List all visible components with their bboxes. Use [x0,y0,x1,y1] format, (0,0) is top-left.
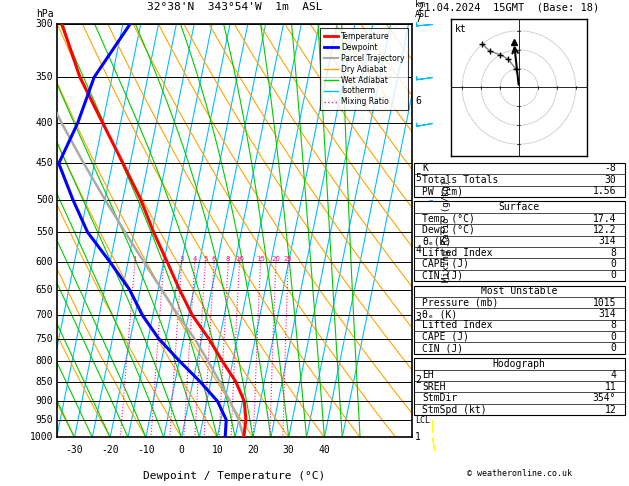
Bar [414,202,625,281]
Text: 0: 0 [610,343,616,353]
Text: 450: 450 [36,158,53,169]
Text: Pressure (mb): Pressure (mb) [422,297,499,308]
Text: CAPE (J): CAPE (J) [422,332,469,342]
Text: 8: 8 [610,248,616,258]
Text: 1: 1 [415,433,421,442]
Text: © weatheronline.co.uk: © weatheronline.co.uk [467,469,572,478]
Text: 17.4: 17.4 [593,213,616,224]
Bar [414,163,625,197]
Text: 650: 650 [36,285,53,295]
Text: Temp (°C): Temp (°C) [422,213,475,224]
Text: 1000: 1000 [30,433,53,442]
Text: 30: 30 [604,175,616,185]
Text: 5: 5 [415,174,421,183]
Text: 900: 900 [36,396,53,406]
Text: 0: 0 [610,270,616,280]
Text: 500: 500 [36,194,53,205]
Text: 3: 3 [415,312,421,323]
Text: θₑ (K): θₑ (K) [422,309,457,319]
Text: 1: 1 [133,256,137,262]
Text: 21.04.2024  15GMT  (Base: 18): 21.04.2024 15GMT (Base: 18) [418,2,599,12]
Text: 5: 5 [203,256,208,262]
Bar [414,358,625,415]
Text: 7: 7 [415,14,421,23]
Text: 550: 550 [36,227,53,237]
Text: StmDir: StmDir [422,393,457,403]
Text: Surface: Surface [499,202,540,212]
Text: Totals Totals: Totals Totals [422,175,499,185]
Text: Dewpoint / Temperature (°C): Dewpoint / Temperature (°C) [143,471,325,481]
Text: EH: EH [422,370,434,381]
Text: K: K [422,163,428,174]
Text: 12: 12 [604,404,616,415]
Text: 10: 10 [235,256,244,262]
Text: 3: 3 [179,256,184,262]
Text: 8: 8 [226,256,230,262]
Text: PW (cm): PW (cm) [422,186,464,196]
Text: LCL: LCL [415,416,430,425]
Text: 6: 6 [415,96,421,106]
Text: 300: 300 [36,19,53,29]
Text: CIN (J): CIN (J) [422,343,464,353]
Text: 4: 4 [610,370,616,381]
Text: 10: 10 [211,445,223,455]
Text: Most Unstable: Most Unstable [481,286,557,296]
Text: 350: 350 [36,72,53,82]
Legend: Temperature, Dewpoint, Parcel Trajectory, Dry Adiabat, Wet Adiabat, Isotherm, Mi: Temperature, Dewpoint, Parcel Trajectory… [320,28,408,110]
Text: 1015: 1015 [593,297,616,308]
Text: StmSpd (kt): StmSpd (kt) [422,404,487,415]
Text: 314: 314 [599,236,616,246]
Text: 0: 0 [179,445,184,455]
Text: Lifted Index: Lifted Index [422,320,493,330]
Text: 12.2: 12.2 [593,225,616,235]
Text: -20: -20 [101,445,119,455]
Text: 4: 4 [415,245,421,256]
Text: Lifted Index: Lifted Index [422,248,493,258]
Text: CIN (J): CIN (J) [422,270,464,280]
Text: 2: 2 [162,256,166,262]
Text: 950: 950 [36,415,53,425]
Text: 2: 2 [415,375,421,384]
Text: 400: 400 [36,118,53,128]
Text: 11: 11 [604,382,616,392]
Text: -8: -8 [604,163,616,174]
Text: 4: 4 [192,256,197,262]
Text: 750: 750 [36,334,53,344]
Text: 0: 0 [610,332,616,342]
Text: Hodograph: Hodograph [493,359,546,369]
Text: kt: kt [455,23,467,34]
Text: 20: 20 [247,445,259,455]
Text: -10: -10 [137,445,155,455]
Text: SREH: SREH [422,382,446,392]
Text: hPa: hPa [36,9,53,19]
Text: 25: 25 [284,256,292,262]
Text: 6: 6 [212,256,216,262]
Text: 800: 800 [36,356,53,366]
Text: Mixing Ratio (g/kg): Mixing Ratio (g/kg) [442,180,451,282]
Text: CAPE (J): CAPE (J) [422,259,469,269]
Text: 700: 700 [36,310,53,320]
Text: θₑ(K): θₑ(K) [422,236,452,246]
Text: 30: 30 [283,445,294,455]
Text: -30: -30 [65,445,83,455]
Text: 40: 40 [318,445,330,455]
Text: Dewp (°C): Dewp (°C) [422,225,475,235]
Text: 314: 314 [599,309,616,319]
Bar [414,286,625,354]
Text: 32°38'N  343°54'W  1m  ASL: 32°38'N 343°54'W 1m ASL [147,2,322,12]
Text: 8: 8 [610,320,616,330]
Text: km
ASL: km ASL [415,0,430,19]
Text: 20: 20 [272,256,281,262]
Text: 354°: 354° [593,393,616,403]
Text: 0: 0 [610,259,616,269]
Text: 850: 850 [36,377,53,387]
Text: 600: 600 [36,257,53,267]
Text: 15: 15 [256,256,265,262]
Text: 1.56: 1.56 [593,186,616,196]
